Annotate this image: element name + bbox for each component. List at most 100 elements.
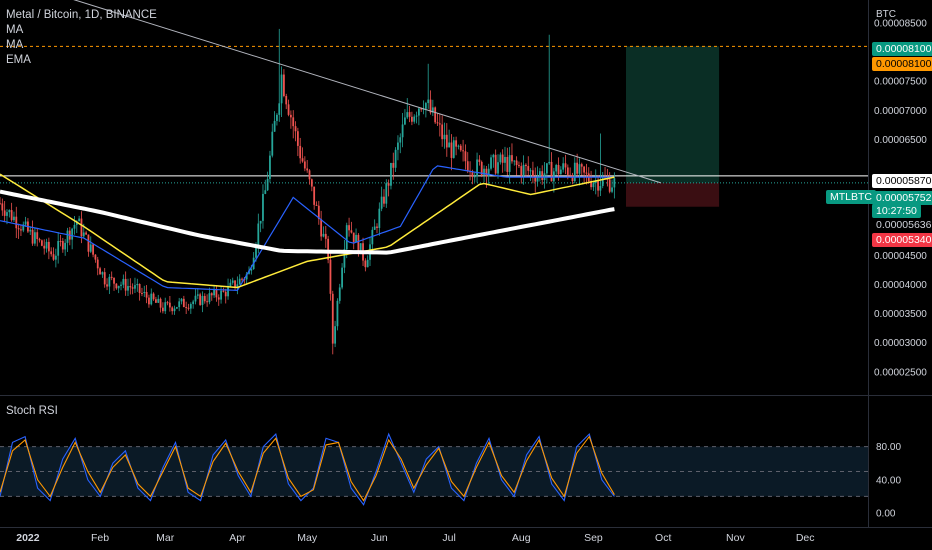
candle-body — [359, 243, 362, 254]
candle-body — [280, 74, 283, 104]
candle-body — [452, 140, 455, 158]
candle-body — [87, 234, 90, 252]
indicator-ma-2[interactable]: MA — [6, 39, 24, 51]
price-tag-orange: 0.00008100 — [872, 57, 932, 71]
candle-body — [155, 299, 157, 303]
candle-body — [548, 161, 551, 164]
price-axis[interactable]: 0.00008500 0.00007500 0.00007000 0.00006500… — [874, 19, 927, 379]
indicator-ma-1[interactable]: MA — [6, 24, 24, 36]
price-tick-label: 0.00006500 — [874, 135, 927, 146]
candle-body — [255, 244, 257, 258]
time-tick-label: May — [297, 532, 318, 544]
indicator-ema[interactable]: EMA — [6, 54, 31, 66]
position-tool[interactable] — [0, 45, 868, 207]
candle-body — [201, 295, 204, 305]
candle-body — [317, 205, 320, 220]
candle-body — [420, 108, 423, 110]
candle-body — [294, 126, 297, 132]
candle-body — [483, 168, 485, 175]
candle-body — [289, 114, 292, 118]
stoch-rsi-pane[interactable]: 80.00 40.00 0.00 — [0, 432, 901, 520]
candle-body — [473, 176, 476, 178]
candle-body — [220, 290, 222, 300]
candle-body — [513, 160, 516, 162]
candle-body — [113, 277, 115, 284]
candle-body — [508, 155, 511, 172]
candle-body — [376, 226, 378, 228]
rsi-tick-label: 80.00 — [876, 442, 901, 453]
candle-body — [504, 156, 506, 163]
candle-body — [397, 142, 399, 150]
candle-body — [571, 175, 574, 182]
candle-body — [120, 284, 122, 286]
candle-body — [506, 156, 509, 172]
candle-body — [559, 169, 562, 175]
stoch-rsi-k-line — [0, 432, 615, 506]
candle-body — [336, 300, 339, 327]
candle-body — [534, 176, 537, 182]
time-tick-label: Feb — [91, 532, 109, 544]
candle-body — [527, 166, 530, 171]
candle-body — [64, 242, 67, 250]
candle-body — [490, 157, 492, 169]
candle-body — [276, 114, 278, 121]
ma-yellow-line — [0, 173, 615, 289]
candle-body — [189, 304, 192, 309]
candle-body — [278, 103, 281, 115]
candle-body — [264, 190, 267, 194]
candle-body — [3, 210, 6, 216]
time-tick-label: Jun — [371, 532, 388, 544]
candle-body — [471, 172, 474, 177]
candle-body — [538, 171, 541, 177]
candle-body — [143, 291, 146, 294]
symbol-badge[interactable]: MTLBTC — [826, 190, 876, 204]
candle-body — [320, 219, 323, 237]
candle-body — [492, 154, 495, 158]
candle-body — [411, 116, 413, 122]
candle-body — [522, 164, 525, 176]
stoch-rsi-title[interactable]: Stoch RSI — [6, 405, 58, 417]
candle-body — [194, 295, 197, 302]
candle-body — [322, 233, 325, 237]
candle-body — [518, 165, 520, 167]
candle-body — [350, 230, 353, 233]
last-price-tag: 0.00005752 — [872, 191, 932, 205]
candle-body — [1, 203, 4, 211]
candle-body — [399, 137, 402, 143]
candle-body — [427, 99, 430, 104]
candle-body — [210, 293, 213, 296]
price-tag-green: 0.00008100 — [872, 42, 932, 56]
candle-body — [550, 161, 553, 182]
candle-body — [583, 166, 586, 173]
candle-body — [341, 267, 343, 288]
candle-body — [52, 254, 55, 260]
candle-body — [438, 123, 441, 125]
candle-body — [366, 259, 369, 268]
candle-body — [313, 186, 316, 205]
candle-body — [94, 254, 97, 260]
candle-body — [424, 103, 427, 109]
candle-body — [164, 302, 167, 312]
candle-body — [371, 229, 374, 245]
price-tick-label: 0.00003000 — [874, 338, 927, 349]
candle-body — [224, 291, 227, 297]
candle-body — [245, 273, 248, 280]
candle-body — [566, 167, 569, 175]
candle-body — [215, 289, 218, 298]
candle-body — [54, 255, 57, 260]
candle-body — [327, 238, 330, 260]
candle-body — [413, 116, 416, 122]
candle-body — [283, 74, 285, 97]
symbol-title[interactable]: Metal / Bitcoin, 1D, BINANCE — [6, 9, 157, 21]
candle-body — [301, 158, 304, 162]
candle-body — [96, 259, 99, 269]
candle-body — [180, 298, 183, 302]
candle-body — [613, 178, 616, 188]
candle-body — [82, 232, 85, 237]
candle-body — [392, 162, 395, 168]
candle-body — [92, 244, 94, 255]
time-tick-label: Sep — [584, 532, 603, 544]
candle-body — [157, 298, 160, 303]
